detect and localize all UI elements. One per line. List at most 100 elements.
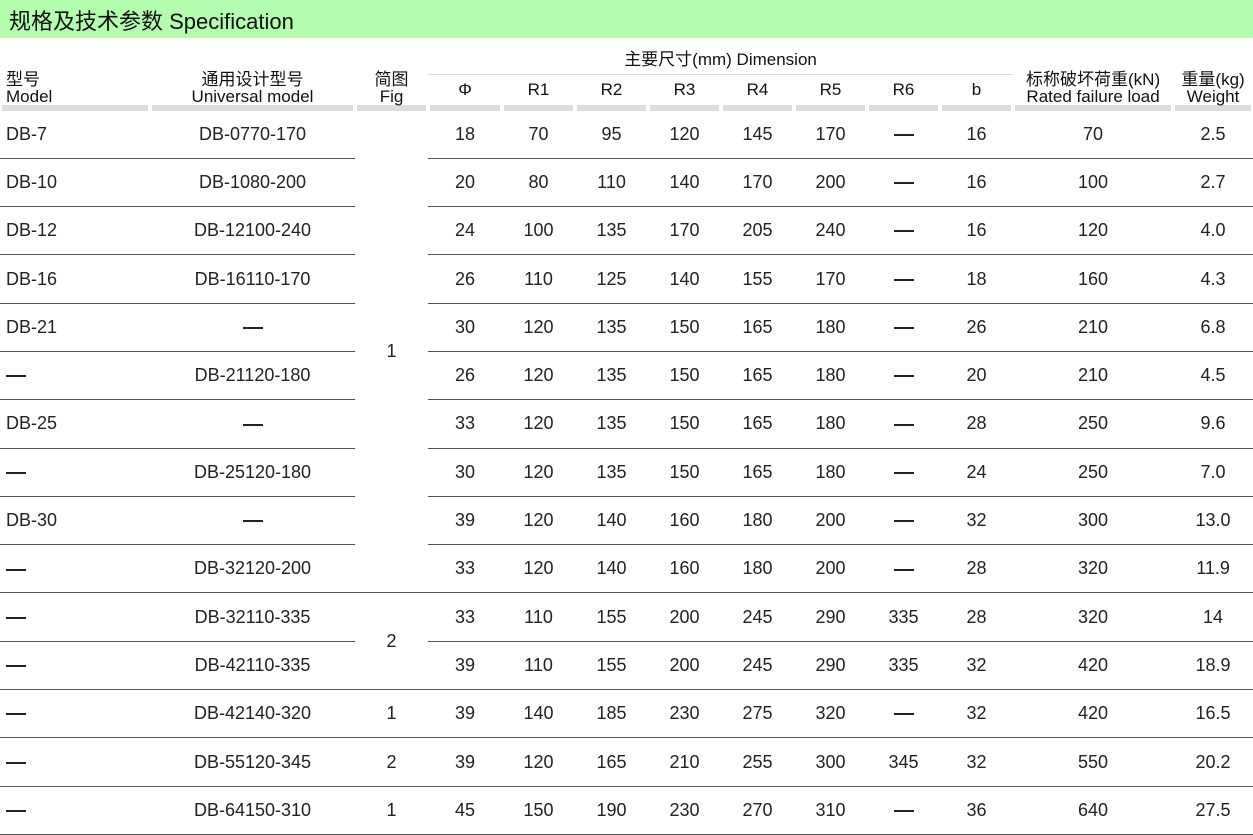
- cell-11: 11.9: [1173, 544, 1253, 594]
- header-dim-1: R1: [527, 80, 550, 100]
- cell-9: 16: [940, 206, 1014, 256]
- cell-4: 155: [575, 641, 648, 691]
- cell-7: 290: [794, 592, 867, 642]
- cell-6: 180: [721, 544, 794, 594]
- cell-10: 550: [1013, 737, 1174, 787]
- header-divider: [502, 104, 575, 111]
- cell-5: 160: [648, 544, 721, 594]
- header-dim-2: R2: [600, 80, 623, 100]
- cell-2: 18: [428, 110, 502, 159]
- cell-8: [867, 399, 940, 449]
- cell-0: [0, 544, 150, 594]
- cell-2: 39: [428, 496, 502, 546]
- cell-7: 240: [794, 206, 867, 256]
- header-divider: [150, 104, 355, 111]
- cell-10: 420: [1013, 689, 1174, 739]
- cell-0: [0, 592, 150, 642]
- cell-2: 39: [428, 641, 502, 691]
- cell-0: [0, 641, 150, 691]
- header-divider: [721, 104, 794, 111]
- cell-5: 140: [648, 254, 721, 304]
- header-dim-7: b: [971, 80, 982, 100]
- cell-10: 320: [1013, 592, 1174, 642]
- dash-mark: [6, 761, 26, 764]
- cell-1: DB-21120-180: [150, 351, 355, 401]
- cell-1: DB-0770-170: [150, 110, 355, 159]
- cell-5: 200: [648, 641, 721, 691]
- cell-7: 180: [794, 399, 867, 449]
- cell-3: 120: [502, 448, 575, 497]
- cell-3: 120: [502, 399, 575, 449]
- table-row: DB-21120-180 26 120 135 150 165 180 20 210 4.5: [0, 351, 1253, 401]
- cell-7: 320: [794, 689, 867, 739]
- cell-10: 250: [1013, 448, 1174, 497]
- cell-2: 39: [428, 737, 502, 787]
- header-dim-6: R6: [892, 80, 915, 100]
- dash-mark: [242, 423, 263, 426]
- header-dimension: 主要尺寸(mm) Dimension: [428, 44, 1014, 75]
- table-row: DB-32120-200 33 120 140 160 180 200 28 320 11.9: [0, 544, 1253, 594]
- cell-7: 310: [794, 786, 867, 835]
- dash-mark: [6, 471, 26, 474]
- cell-2: 39: [428, 689, 502, 739]
- cell-10: 420: [1013, 641, 1174, 691]
- cell-8: [867, 448, 940, 497]
- cell-6: 255: [721, 737, 794, 787]
- cell-7: 170: [794, 254, 867, 304]
- cell-8: 335: [867, 641, 940, 691]
- cell-5: 150: [648, 351, 721, 401]
- cell-8: [867, 303, 940, 352]
- cell-3: 120: [502, 737, 575, 787]
- table-row: DB-42110-335 39 110 155 200 245 290 335 32 420 18.…: [0, 641, 1253, 691]
- cell-9: 26: [940, 303, 1014, 352]
- cell-10: 160: [1013, 254, 1174, 304]
- dash-mark: [893, 375, 914, 378]
- cell-7: 290: [794, 641, 867, 691]
- cell-5: 140: [648, 158, 721, 208]
- header-divider: [355, 104, 428, 111]
- cell-8: [867, 254, 940, 304]
- cell-7: 300: [794, 737, 867, 787]
- cell-2: 20: [428, 158, 502, 208]
- header-universal-model: 通用设计型号 Universal model: [191, 69, 314, 106]
- dash-mark: [893, 327, 914, 330]
- dash-mark: [242, 327, 263, 330]
- cell-4: 155: [575, 592, 648, 642]
- cell-3: 100: [502, 206, 575, 256]
- cell-9: 32: [940, 641, 1014, 691]
- dash-mark: [242, 520, 263, 523]
- cell-8: [867, 689, 940, 739]
- cell-0: DB-10: [0, 158, 150, 208]
- cell-8: 335: [867, 592, 940, 642]
- header-divider: [0, 104, 150, 111]
- cell-3: 120: [502, 544, 575, 594]
- cell-5: 160: [648, 496, 721, 546]
- cell-11: 4.0: [1173, 206, 1253, 256]
- cell-6: 165: [721, 448, 794, 497]
- cell-0: [0, 786, 150, 835]
- cell-7: 200: [794, 496, 867, 546]
- cell-4: 190: [575, 786, 648, 835]
- cell-1: DB-42110-335: [150, 641, 355, 691]
- cell-0: [0, 737, 150, 787]
- cell-6: 155: [721, 254, 794, 304]
- table-row: DB-16 DB-16110-170 26 110 125 140 155 170 18 160 4…: [0, 254, 1253, 304]
- cell-10: 120: [1013, 206, 1174, 256]
- cell-0: DB-30: [0, 496, 150, 546]
- cell-0: DB-16: [0, 254, 150, 304]
- header-weight: 重量(kg) Weight: [1181, 69, 1245, 106]
- cell-5: 230: [648, 689, 721, 739]
- table-row: DB-7 DB-0770-170 1 18 70 95 120 145 170 16 70 2.5: [0, 110, 1253, 594]
- dash-mark: [6, 568, 26, 571]
- cell-9: 36: [940, 786, 1014, 835]
- cell-3: 110: [502, 592, 575, 642]
- cell-4: 135: [575, 399, 648, 449]
- cell-6: 145: [721, 110, 794, 159]
- cell-0: [0, 689, 150, 739]
- cell-4: 135: [575, 351, 648, 401]
- cell-9: 28: [940, 592, 1014, 642]
- cell-2: 30: [428, 303, 502, 352]
- header-divider: [794, 104, 867, 111]
- table-row: DB-32110-335 2 33 110 155 200 245 290 335 28 320 14: [0, 592, 1253, 691]
- cell-5: 200: [648, 592, 721, 642]
